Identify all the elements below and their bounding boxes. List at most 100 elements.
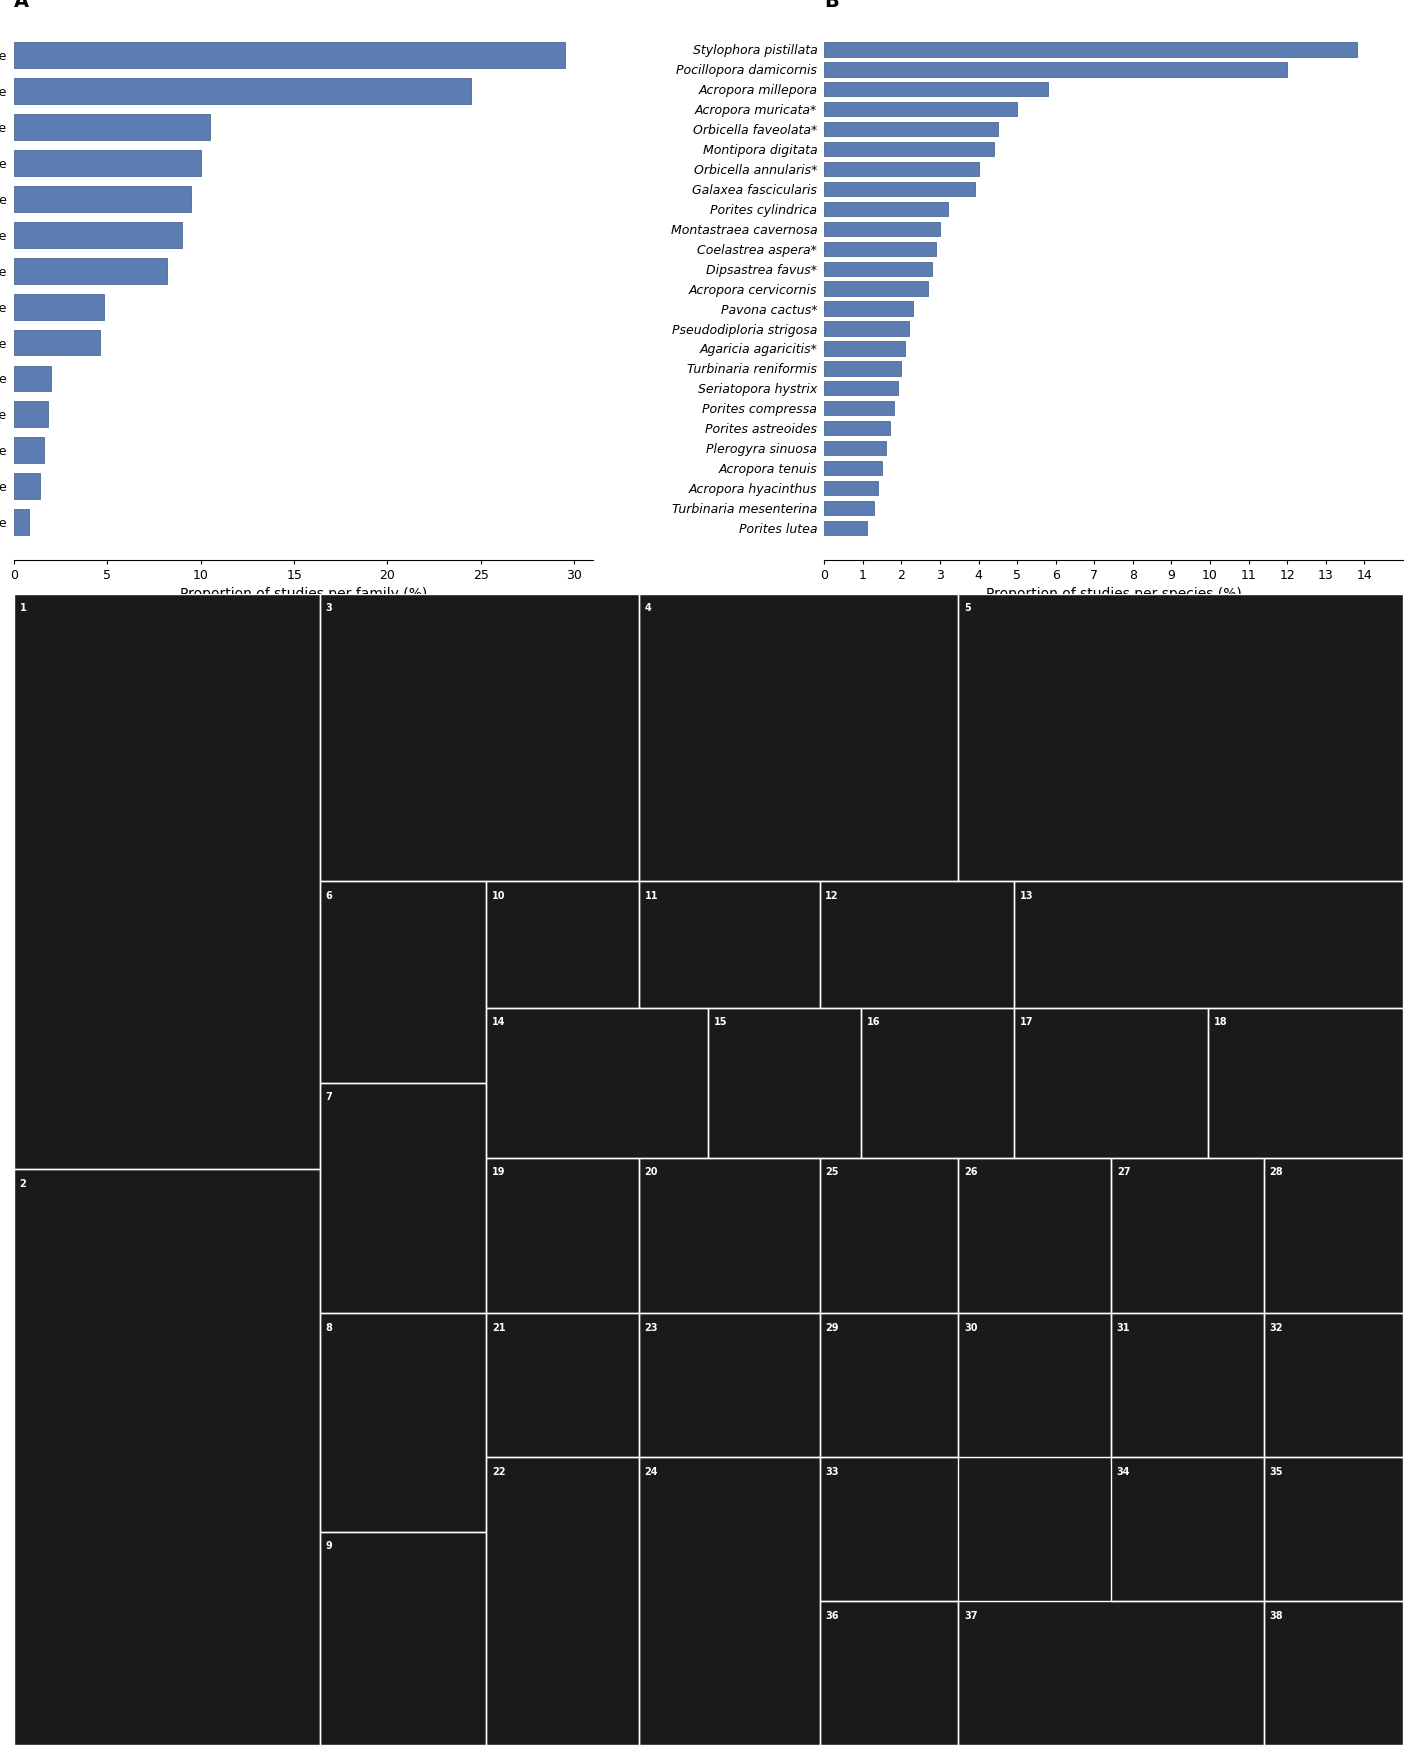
Text: 16: 16 xyxy=(867,1017,880,1028)
Text: 13: 13 xyxy=(1020,890,1033,901)
Text: 19: 19 xyxy=(492,1167,506,1178)
Text: 27: 27 xyxy=(1117,1167,1131,1178)
X-axis label: Proportion of studies per species (%): Proportion of studies per species (%) xyxy=(986,587,1241,601)
Bar xyxy=(14,115,210,139)
Bar xyxy=(14,472,40,499)
Bar xyxy=(819,1158,958,1313)
Bar xyxy=(825,122,998,136)
Text: 25: 25 xyxy=(825,1167,839,1178)
Text: 31: 31 xyxy=(1117,1322,1131,1333)
Bar xyxy=(1111,1313,1264,1458)
Bar xyxy=(639,1313,819,1458)
Text: B: B xyxy=(825,0,839,11)
Text: 8: 8 xyxy=(326,1322,332,1333)
Bar xyxy=(825,342,905,356)
Bar xyxy=(639,594,958,882)
Bar xyxy=(320,882,486,1082)
Bar xyxy=(825,481,879,495)
Text: 6: 6 xyxy=(326,890,332,901)
Bar xyxy=(14,42,565,69)
Bar xyxy=(1264,1458,1403,1601)
Text: 38: 38 xyxy=(1270,1611,1284,1620)
Bar xyxy=(1111,1458,1264,1601)
Bar xyxy=(1015,1008,1209,1158)
Bar xyxy=(14,594,320,1169)
Bar xyxy=(320,1532,486,1745)
Bar xyxy=(14,150,201,176)
Text: 35: 35 xyxy=(1270,1467,1282,1477)
Bar xyxy=(1111,1158,1264,1313)
Text: 22: 22 xyxy=(492,1467,506,1477)
Bar xyxy=(486,882,639,1008)
Text: 12: 12 xyxy=(825,890,839,901)
Bar xyxy=(708,1008,862,1158)
Text: 21: 21 xyxy=(492,1322,506,1333)
Text: 9: 9 xyxy=(326,1541,332,1551)
Text: 37: 37 xyxy=(964,1611,978,1620)
Bar xyxy=(825,162,979,176)
Bar xyxy=(825,201,948,217)
Bar xyxy=(14,222,183,249)
Bar xyxy=(320,1313,486,1532)
Bar xyxy=(825,62,1287,76)
Bar xyxy=(320,1082,486,1313)
Text: 36: 36 xyxy=(825,1611,839,1620)
Bar xyxy=(639,1458,819,1745)
Bar xyxy=(320,594,639,882)
Bar xyxy=(825,321,910,335)
Text: 24: 24 xyxy=(645,1467,657,1477)
Bar xyxy=(486,1313,639,1458)
Text: 33: 33 xyxy=(825,1467,839,1477)
Bar xyxy=(819,1313,958,1458)
Text: 34: 34 xyxy=(1117,1467,1131,1477)
Bar xyxy=(825,361,901,376)
Bar xyxy=(14,185,191,212)
Bar xyxy=(825,421,890,435)
Bar xyxy=(1264,1601,1403,1745)
Text: 4: 4 xyxy=(645,603,652,614)
Text: 29: 29 xyxy=(825,1322,839,1333)
Bar xyxy=(486,1158,639,1313)
Bar xyxy=(825,301,913,316)
X-axis label: Proportion of studies per family (%): Proportion of studies per family (%) xyxy=(180,587,427,601)
Bar xyxy=(825,83,1049,97)
Bar xyxy=(958,1601,1264,1745)
Bar xyxy=(14,78,472,104)
Bar xyxy=(14,1169,320,1745)
Bar xyxy=(14,257,167,284)
Bar xyxy=(958,1158,1111,1313)
Bar xyxy=(819,1458,958,1601)
Bar xyxy=(825,261,932,275)
Bar xyxy=(825,400,894,416)
Bar xyxy=(14,330,101,356)
Text: 1: 1 xyxy=(20,603,27,614)
Bar xyxy=(958,594,1403,882)
Text: 30: 30 xyxy=(964,1322,978,1333)
Bar xyxy=(486,1458,639,1745)
Text: 23: 23 xyxy=(645,1322,657,1333)
Text: 20: 20 xyxy=(645,1167,657,1178)
Bar xyxy=(825,242,937,256)
Bar xyxy=(14,365,51,391)
Bar xyxy=(825,182,975,196)
Bar xyxy=(1264,1158,1403,1313)
Bar xyxy=(825,441,886,455)
Text: 32: 32 xyxy=(1270,1322,1282,1333)
Bar xyxy=(819,882,1015,1008)
Bar xyxy=(639,882,819,1008)
Bar xyxy=(825,460,881,476)
Bar xyxy=(1264,1313,1403,1458)
Text: 17: 17 xyxy=(1020,1017,1033,1028)
Text: A: A xyxy=(14,0,30,11)
Bar xyxy=(825,102,1017,116)
Bar xyxy=(825,222,939,236)
Text: 5: 5 xyxy=(964,603,971,614)
Text: 11: 11 xyxy=(645,890,657,901)
Bar xyxy=(825,381,897,395)
Bar xyxy=(819,1601,958,1745)
Text: 28: 28 xyxy=(1270,1167,1284,1178)
Text: 14: 14 xyxy=(492,1017,506,1028)
Text: 3: 3 xyxy=(326,603,332,614)
Text: 18: 18 xyxy=(1214,1017,1227,1028)
Bar xyxy=(1015,882,1403,1008)
